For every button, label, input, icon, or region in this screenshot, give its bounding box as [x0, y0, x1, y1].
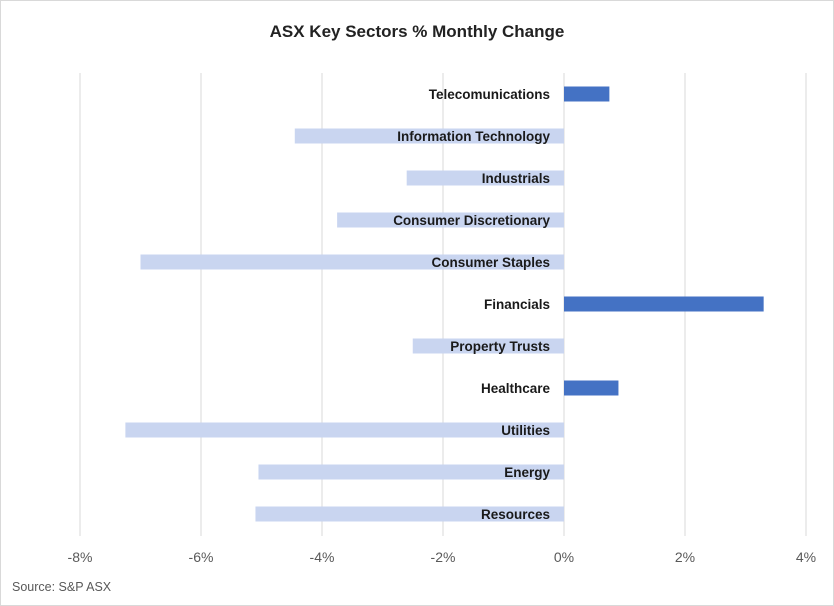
category-label: Telecomunications — [429, 87, 550, 102]
bar — [564, 296, 764, 312]
category-label: Property Trusts — [450, 339, 550, 354]
bar — [125, 422, 564, 438]
category-label: Financials — [484, 297, 550, 312]
bar — [294, 128, 564, 144]
bar — [255, 506, 564, 522]
category-label: Information Technology — [397, 129, 550, 144]
x-tick-label: 0% — [554, 549, 574, 565]
bar — [406, 170, 564, 186]
category-label: Consumer Discretionary — [393, 213, 550, 228]
bar — [412, 338, 564, 354]
bar — [337, 212, 564, 228]
x-tick-label: 2% — [675, 549, 695, 565]
category-label: Energy — [504, 465, 550, 480]
category-label: Consumer Staples — [431, 255, 550, 270]
category-label: Industrials — [482, 171, 550, 186]
category-label: Utilities — [501, 423, 550, 438]
source-note: Source: S&P ASX — [12, 580, 112, 594]
x-tick-label: -4% — [310, 549, 335, 565]
x-tick-label: 4% — [796, 549, 816, 565]
category-label: Healthcare — [481, 381, 551, 396]
bar — [564, 380, 619, 396]
category-label: Resources — [481, 507, 550, 522]
x-tick-label: -2% — [431, 549, 456, 565]
bar — [140, 254, 564, 270]
chart-title: ASX Key Sectors % Monthly Change — [269, 22, 565, 41]
bar — [564, 86, 610, 102]
x-tick-label: -8% — [68, 549, 93, 565]
bar — [258, 464, 564, 480]
x-tick-label: -6% — [189, 549, 214, 565]
